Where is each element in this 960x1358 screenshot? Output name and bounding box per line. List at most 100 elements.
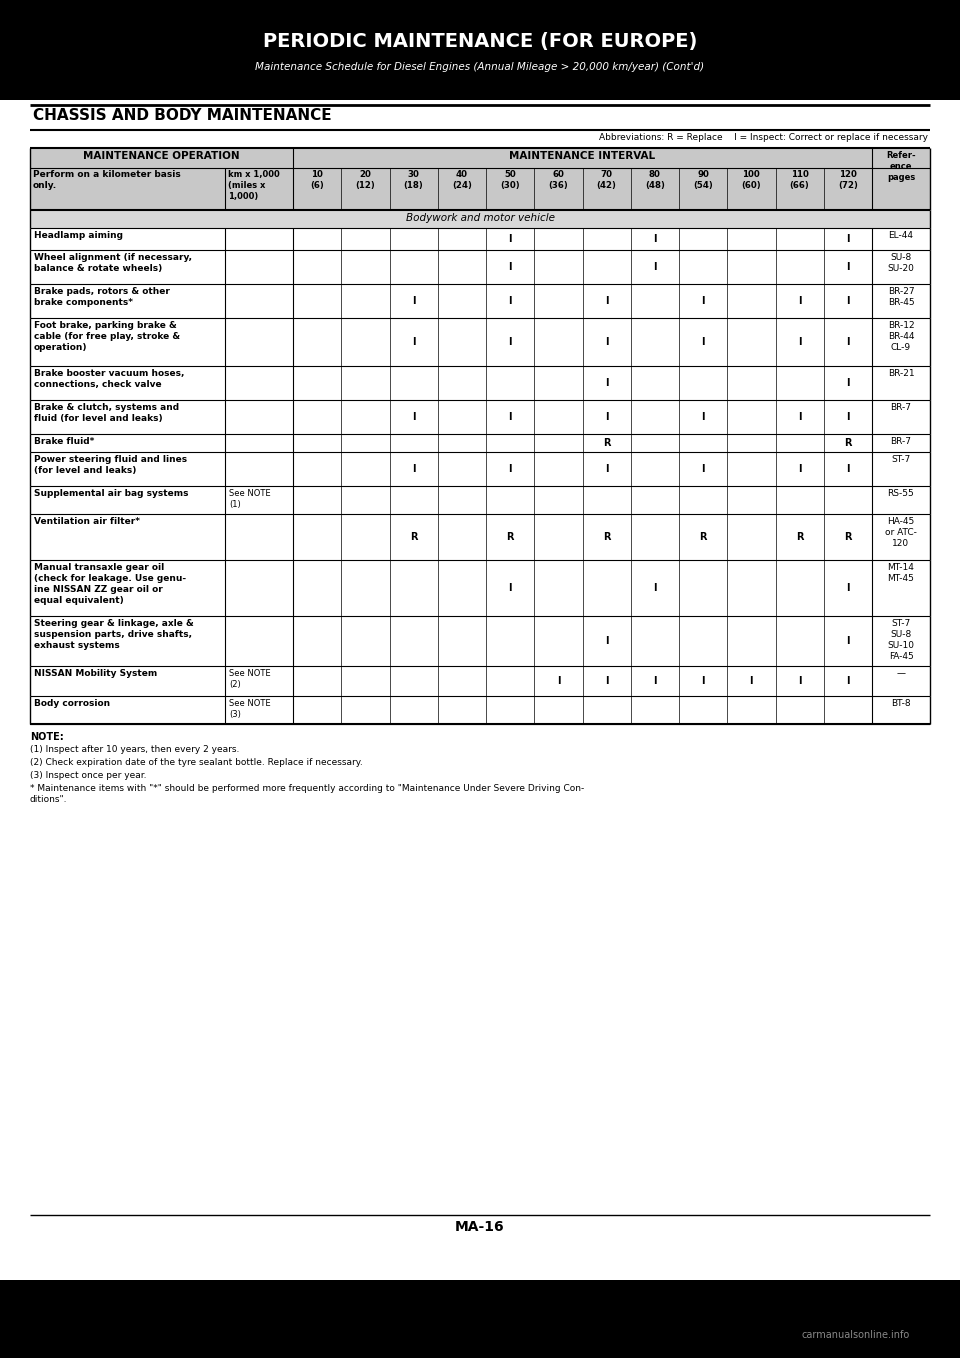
Text: HA-45
or ATC-
120: HA-45 or ATC- 120 xyxy=(885,517,917,549)
Text: R: R xyxy=(796,532,804,542)
Text: Supplemental air bag systems: Supplemental air bag systems xyxy=(34,489,188,498)
Text: 30
(18): 30 (18) xyxy=(404,170,423,190)
Text: Refer-
ence
pages: Refer- ence pages xyxy=(886,151,916,182)
Text: BT-8: BT-8 xyxy=(891,699,911,708)
Text: I: I xyxy=(798,296,802,306)
Bar xyxy=(30,665,930,697)
Text: R: R xyxy=(700,532,707,542)
Text: I: I xyxy=(846,676,850,686)
Text: I: I xyxy=(702,464,705,474)
Text: (3) Inspect once per year.: (3) Inspect once per year. xyxy=(30,771,147,779)
Text: 70
(42): 70 (42) xyxy=(597,170,616,190)
Text: R: R xyxy=(603,439,611,448)
Text: I: I xyxy=(750,676,754,686)
Text: Maintenance Schedule for Diesel Engines (Annual Mileage > 20,000 km/year) (Cont': Maintenance Schedule for Diesel Engines … xyxy=(255,62,705,72)
Text: I: I xyxy=(846,296,850,306)
Text: MT-14
MT-45: MT-14 MT-45 xyxy=(888,564,915,583)
Text: CHASSIS AND BODY MAINTENANCE: CHASSIS AND BODY MAINTENANCE xyxy=(33,109,331,124)
Text: 110
(66): 110 (66) xyxy=(790,170,809,190)
Bar xyxy=(0,0,960,100)
Text: I: I xyxy=(412,411,416,422)
Text: I: I xyxy=(702,411,705,422)
Bar xyxy=(30,617,930,665)
Text: I: I xyxy=(653,583,657,593)
Text: I: I xyxy=(605,636,609,646)
Text: I: I xyxy=(702,296,705,306)
Text: 20
(12): 20 (12) xyxy=(355,170,375,190)
Text: RS-55: RS-55 xyxy=(888,489,914,498)
Text: km x 1,000
(miles x
1,000): km x 1,000 (miles x 1,000) xyxy=(228,170,279,201)
Bar xyxy=(30,697,930,724)
Text: I: I xyxy=(846,583,850,593)
Text: —: — xyxy=(897,669,905,678)
Text: 100
(60): 100 (60) xyxy=(741,170,761,190)
Text: Perform on a kilometer basis
only.: Perform on a kilometer basis only. xyxy=(33,170,180,190)
Bar xyxy=(0,1281,960,1358)
Text: SU-8
SU-20: SU-8 SU-20 xyxy=(888,253,915,273)
Text: R: R xyxy=(844,532,852,542)
Text: I: I xyxy=(798,411,802,422)
Text: I: I xyxy=(412,337,416,348)
Text: I: I xyxy=(798,337,802,348)
Text: BR-12
BR-44
CL-9: BR-12 BR-44 CL-9 xyxy=(888,320,914,352)
Text: BR-27
BR-45: BR-27 BR-45 xyxy=(888,287,914,307)
Text: I: I xyxy=(509,337,512,348)
Text: (2) Check expiration date of the tyre sealant bottle. Replace if necessary.: (2) Check expiration date of the tyre se… xyxy=(30,758,363,767)
Text: Brake & clutch, systems and
fluid (for level and leaks): Brake & clutch, systems and fluid (for l… xyxy=(34,403,180,424)
Text: Abbreviations: R = Replace    I = Inspect: Correct or replace if necessary: Abbreviations: R = Replace I = Inspect: … xyxy=(599,133,928,143)
Text: I: I xyxy=(653,676,657,686)
Text: See NOTE
(3): See NOTE (3) xyxy=(229,699,271,720)
Text: 50
(30): 50 (30) xyxy=(500,170,520,190)
Bar xyxy=(30,452,930,486)
Text: NOTE:: NOTE: xyxy=(30,732,63,741)
Text: BR-7: BR-7 xyxy=(891,437,911,445)
Text: I: I xyxy=(846,411,850,422)
Text: 120
(72): 120 (72) xyxy=(838,170,858,190)
Text: I: I xyxy=(653,262,657,272)
Text: Bodywork and motor vehicle: Bodywork and motor vehicle xyxy=(405,213,555,223)
Text: I: I xyxy=(846,262,850,272)
Text: I: I xyxy=(605,464,609,474)
Text: I: I xyxy=(605,378,609,388)
Text: I: I xyxy=(605,411,609,422)
Bar xyxy=(30,401,930,435)
Text: Foot brake, parking brake &
cable (for free play, stroke &
operation): Foot brake, parking brake & cable (for f… xyxy=(34,320,180,352)
Text: BR-21: BR-21 xyxy=(888,369,914,378)
Bar xyxy=(30,148,930,210)
Text: I: I xyxy=(412,296,416,306)
Text: I: I xyxy=(557,676,560,686)
Bar xyxy=(30,318,930,367)
Bar xyxy=(30,250,930,284)
Text: 40
(24): 40 (24) xyxy=(452,170,471,190)
Text: BR-7: BR-7 xyxy=(891,403,911,411)
Text: I: I xyxy=(509,262,512,272)
Bar xyxy=(30,284,930,318)
Bar xyxy=(30,367,930,401)
Text: 60
(36): 60 (36) xyxy=(548,170,568,190)
Text: MAINTENANCE OPERATION: MAINTENANCE OPERATION xyxy=(84,151,240,162)
Text: I: I xyxy=(412,464,416,474)
Text: I: I xyxy=(509,234,512,244)
Text: See NOTE
(2): See NOTE (2) xyxy=(229,669,271,689)
Bar xyxy=(30,513,930,559)
Text: I: I xyxy=(702,676,705,686)
Text: MA-16: MA-16 xyxy=(455,1219,505,1234)
Bar xyxy=(30,435,930,452)
Text: * Maintenance items with "*" should be performed more frequently according to "M: * Maintenance items with "*" should be p… xyxy=(30,784,585,804)
Text: I: I xyxy=(798,676,802,686)
Text: Manual transaxle gear oil
(check for leakage. Use genu-
ine NISSAN ZZ gear oil o: Manual transaxle gear oil (check for lea… xyxy=(34,564,186,606)
Text: Brake pads, rotors & other
brake components*: Brake pads, rotors & other brake compone… xyxy=(34,287,170,307)
Text: R: R xyxy=(844,439,852,448)
Text: I: I xyxy=(509,464,512,474)
Text: I: I xyxy=(846,636,850,646)
Text: PERIODIC MAINTENANCE (FOR EUROPE): PERIODIC MAINTENANCE (FOR EUROPE) xyxy=(263,33,697,52)
Bar xyxy=(30,228,930,250)
Text: ST-7
SU-8
SU-10
FA-45: ST-7 SU-8 SU-10 FA-45 xyxy=(887,619,915,661)
Text: I: I xyxy=(605,337,609,348)
Text: 90
(54): 90 (54) xyxy=(693,170,713,190)
Text: R: R xyxy=(603,532,611,542)
Text: NISSAN Mobility System: NISSAN Mobility System xyxy=(34,669,157,678)
Text: ST-7: ST-7 xyxy=(892,455,911,464)
Text: MAINTENANCE INTERVAL: MAINTENANCE INTERVAL xyxy=(510,151,656,162)
Text: Power steering fluid and lines
(for level and leaks): Power steering fluid and lines (for leve… xyxy=(34,455,187,475)
